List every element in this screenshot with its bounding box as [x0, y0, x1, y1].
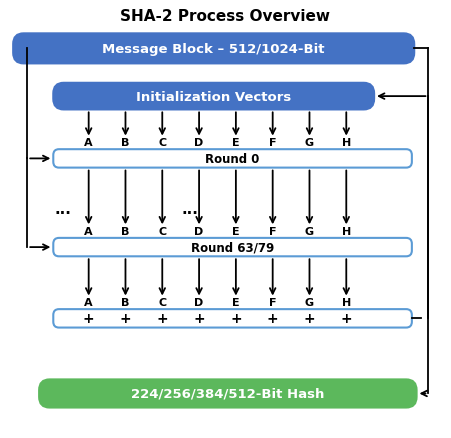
Text: F: F: [269, 138, 276, 148]
Text: D: D: [194, 226, 204, 237]
Text: +: +: [193, 311, 205, 325]
Text: G: G: [305, 226, 314, 237]
Text: B: B: [121, 226, 130, 237]
Text: D: D: [194, 138, 204, 148]
Text: B: B: [121, 138, 130, 148]
Text: 224/256/384/512-Bit Hash: 224/256/384/512-Bit Hash: [131, 387, 325, 400]
Text: +: +: [230, 311, 242, 325]
FancyBboxPatch shape: [53, 150, 412, 168]
Text: E: E: [232, 226, 239, 237]
Text: E: E: [232, 138, 239, 148]
FancyBboxPatch shape: [39, 380, 417, 408]
Text: A: A: [84, 138, 93, 148]
FancyBboxPatch shape: [53, 84, 374, 110]
Text: C: C: [158, 297, 166, 307]
Text: A: A: [84, 226, 93, 237]
Text: SHA-2 Process Overview: SHA-2 Process Overview: [120, 9, 331, 24]
Text: F: F: [269, 226, 276, 237]
Text: G: G: [305, 297, 314, 307]
Text: A: A: [84, 297, 93, 307]
Text: H: H: [342, 226, 351, 237]
Text: C: C: [158, 226, 166, 237]
Text: D: D: [194, 297, 204, 307]
Text: B: B: [121, 297, 130, 307]
Text: +: +: [341, 311, 352, 325]
Text: H: H: [342, 297, 351, 307]
Text: Initialization Vectors: Initialization Vectors: [136, 90, 291, 103]
Text: F: F: [269, 297, 276, 307]
Text: ...: ...: [182, 202, 198, 217]
Text: C: C: [158, 138, 166, 148]
Text: +: +: [156, 311, 168, 325]
Text: +: +: [83, 311, 95, 325]
FancyBboxPatch shape: [53, 238, 412, 257]
Text: Round 63/79: Round 63/79: [191, 241, 274, 254]
Text: Message Block – 512/1024-Bit: Message Block – 512/1024-Bit: [102, 43, 325, 56]
Text: Round 0: Round 0: [205, 152, 260, 166]
Text: H: H: [342, 138, 351, 148]
Text: +: +: [304, 311, 315, 325]
Text: G: G: [305, 138, 314, 148]
Text: E: E: [232, 297, 239, 307]
Text: +: +: [120, 311, 131, 325]
FancyBboxPatch shape: [53, 309, 412, 328]
Text: ...: ...: [54, 202, 71, 217]
FancyBboxPatch shape: [13, 34, 414, 64]
Text: +: +: [267, 311, 279, 325]
